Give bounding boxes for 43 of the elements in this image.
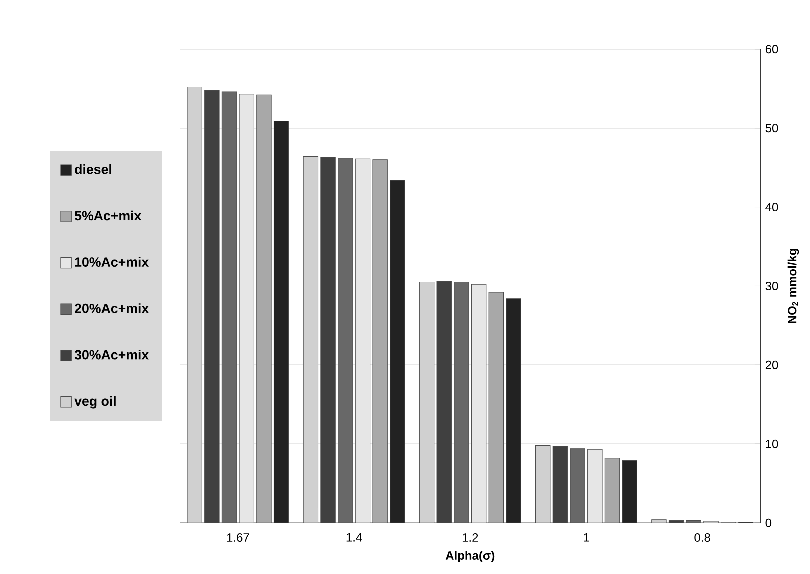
bar [506,298,522,524]
bar [471,284,487,524]
legend-label: 5%Ac+mix [74,210,142,221]
y-tick-label: 10 [766,440,778,448]
bar [274,121,290,524]
legend-label: 30%Ac+mix [74,350,150,360]
legend-label: 20%Ac+mix [75,304,150,314]
x-tick-label: 1.2 [462,534,478,542]
x-tick-label: 1.4 [346,534,362,542]
y-tick-label: 40 [766,203,778,212]
bar [204,90,220,524]
x-tick-label: 0.8 [694,534,710,542]
bar [552,446,568,524]
y-axis-title: NO$_{2}$ mmol/kg [788,249,800,324]
bar [668,520,684,524]
y-tick-label: 0 [766,518,772,528]
bar [454,282,470,524]
x-tick-label: 1 [584,534,590,542]
bar [686,520,702,524]
bar [320,157,336,524]
bar [239,94,254,524]
bar [536,446,551,524]
bar [622,460,638,524]
bar [338,158,354,524]
y-tick-label: 20 [766,361,778,370]
x-axis-title: Alpha(σ) [446,551,495,562]
legend-label: diesel [75,164,112,174]
bar [355,158,371,524]
bar [390,180,406,524]
bar [187,87,202,524]
bar [222,92,238,524]
x-tick-label: 1.67 [227,534,250,542]
y-tick-label: 30 [766,282,778,291]
bar [588,449,603,524]
bar [436,281,452,524]
bar [419,282,435,524]
y-tick-label: 60 [766,45,778,54]
legend-label: 10%Ac+mix [75,257,150,268]
y-tick-label: 50 [766,124,778,133]
bar [303,156,319,524]
bar [604,458,620,524]
legend-label: veg oil [74,396,116,409]
bar [570,448,586,524]
